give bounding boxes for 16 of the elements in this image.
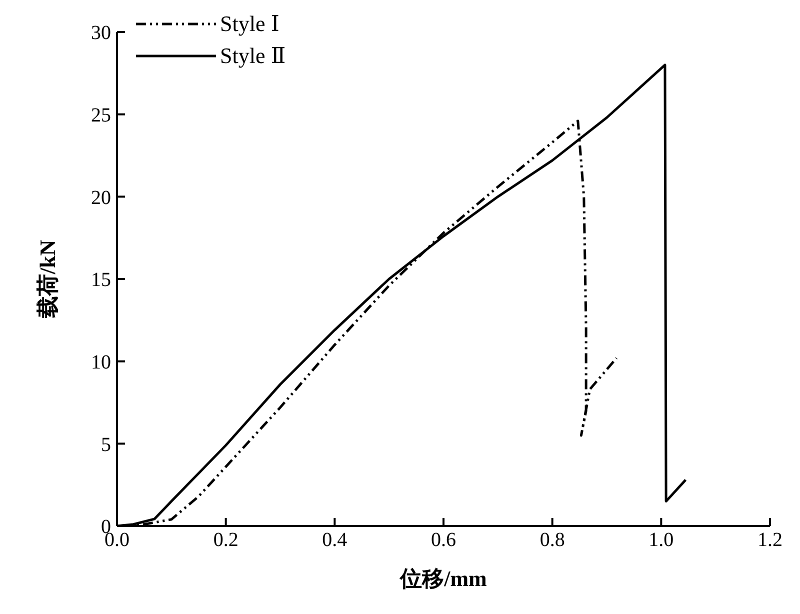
y-tick-label: 5	[101, 434, 111, 456]
y-tick-label: 25	[91, 104, 111, 126]
legend-label: Style Ⅱ	[220, 43, 286, 69]
x-tick-label: 1.2	[758, 529, 782, 552]
y-tick-label: 30	[91, 22, 111, 44]
x-tick-label: 0.4	[322, 529, 348, 552]
x-axis-title: 位移/mm	[399, 566, 487, 591]
x-tick-label: 0.8	[540, 529, 565, 552]
y-tick-label: 20	[91, 186, 111, 209]
legend-label: Style Ⅰ	[220, 11, 280, 37]
x-tick-label: 1.0	[648, 529, 674, 552]
y-tick-label: 15	[91, 269, 111, 292]
x-tick-label: 0.2	[213, 529, 238, 552]
y-tick-label: 10	[91, 351, 111, 374]
y-axis-title: 载荷/kN	[34, 240, 60, 320]
x-tick-label: 0.6	[431, 529, 456, 552]
